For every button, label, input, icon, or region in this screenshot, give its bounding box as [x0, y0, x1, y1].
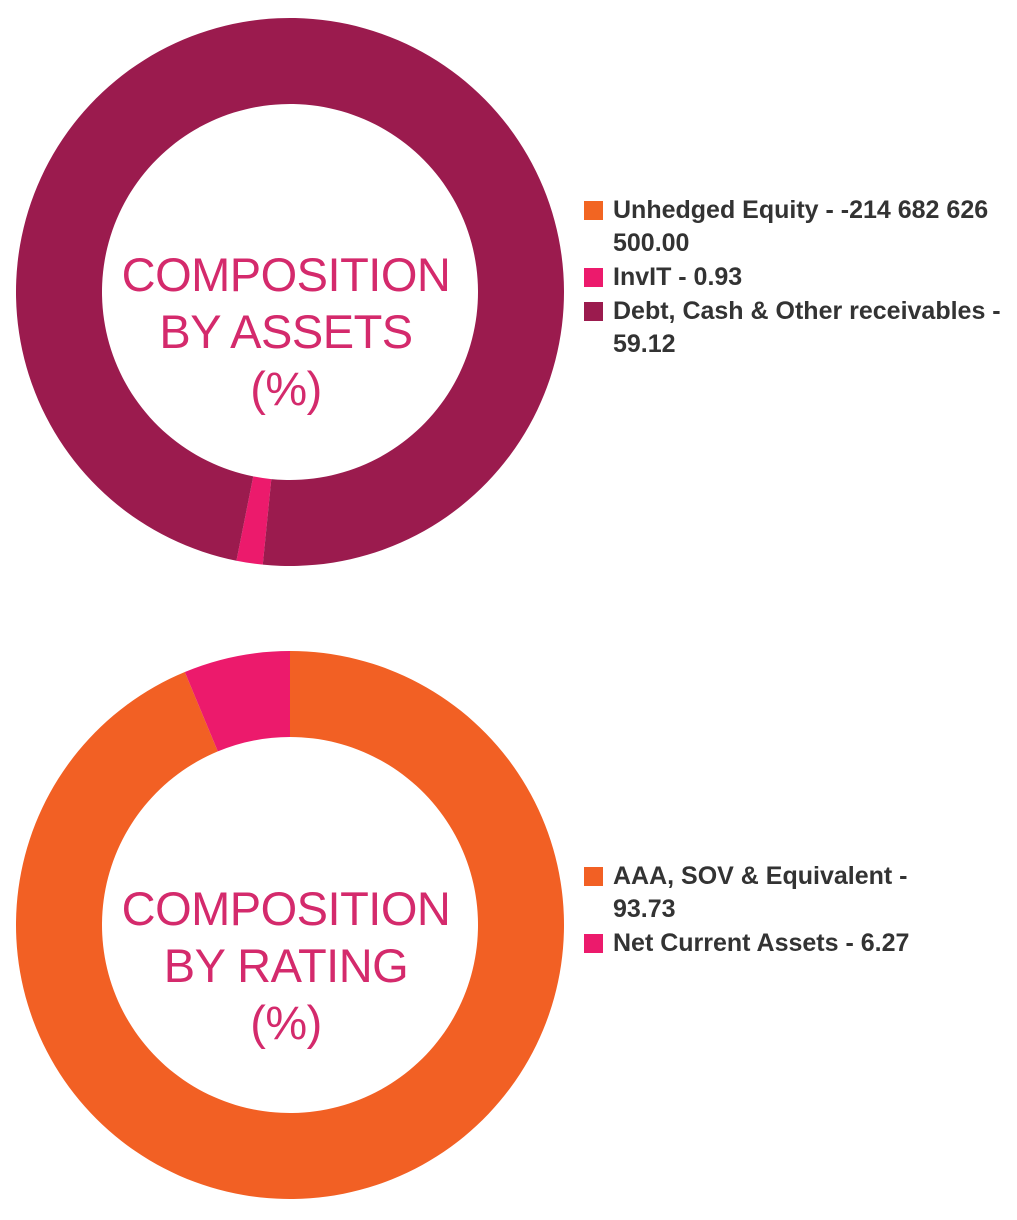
legend-label: InvIT - 0.93 — [613, 263, 743, 291]
legend-label: Debt, Cash & Other receivables - 59.12 — [613, 297, 1001, 358]
legend-swatch — [584, 268, 603, 287]
rating-chart: COMPOSITION BY RATING (%) AAA, SOV & Equ… — [0, 620, 1017, 1218]
legend-item-invit: InvIT - 0.93 — [584, 261, 1014, 294]
legend-item-debt-cash: Debt, Cash & Other receivables - 59.12 — [584, 295, 1014, 361]
assets-legend: Unhedged Equity - -214 682 626 500.00 In… — [584, 194, 1014, 362]
assets-donut — [15, 17, 564, 567]
rating-slice-aaa-sov-equivalent — [16, 651, 565, 1199]
rating-center-label: COMPOSITION BY RATING (%) — [86, 880, 486, 1051]
rating-donut — [16, 651, 565, 1199]
rating-center-line-1: COMPOSITION — [121, 882, 451, 935]
assets-center-line-1: COMPOSITION — [121, 248, 451, 301]
assets-center-label: COMPOSITION BY ASSETS (%) — [86, 246, 486, 417]
legend-label: Net Current Assets - 6.27 — [613, 929, 910, 957]
legend-swatch — [584, 934, 603, 953]
assets-chart: COMPOSITION BY ASSETS (%) Unhedged Equit… — [0, 0, 1017, 600]
legend-item-aaa-sov: AAA, SOV & Equivalent - 93.73 — [584, 860, 954, 926]
legend-item-net-current-assets: Net Current Assets - 6.27 — [584, 927, 954, 960]
legend-item-unhedged-equity: Unhedged Equity - -214 682 626 500.00 — [584, 194, 1014, 260]
legend-label: AAA, SOV & Equivalent - 93.73 — [613, 862, 908, 923]
legend-swatch — [584, 867, 603, 886]
assets-center-line-2: BY ASSETS — [159, 305, 413, 358]
rating-legend: AAA, SOV & Equivalent - 93.73 Net Curren… — [584, 860, 954, 961]
assets-slice-debt-cash-other-receivables — [15, 17, 564, 567]
rating-center-line-3: (%) — [250, 996, 322, 1049]
rating-center-line-2: BY RATING — [163, 939, 409, 992]
assets-slice-invit — [236, 476, 272, 565]
assets-center-line-3: (%) — [250, 362, 322, 415]
legend-label: Unhedged Equity - -214 682 626 500.00 — [613, 196, 989, 257]
legend-swatch — [584, 201, 603, 220]
legend-swatch — [584, 302, 603, 321]
rating-slice-net-current-assets — [184, 651, 290, 752]
